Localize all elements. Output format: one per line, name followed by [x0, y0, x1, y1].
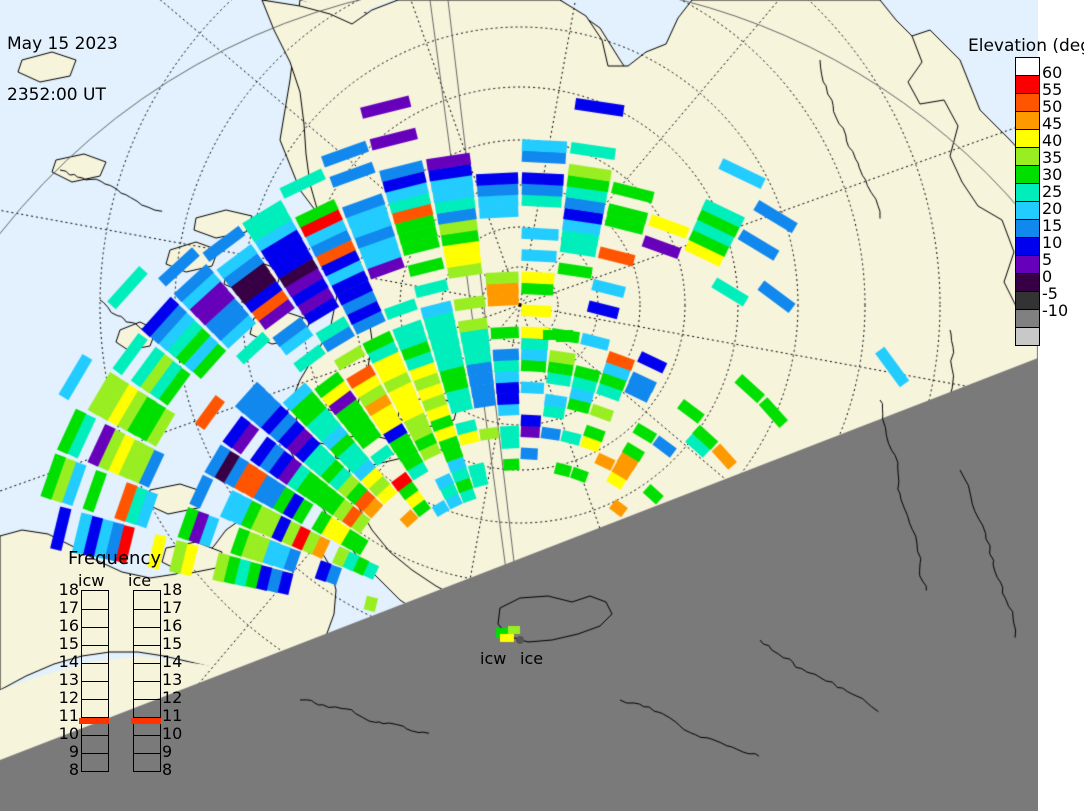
- elevation-band-6: [1016, 165, 1039, 183]
- frequency-gridline: [82, 663, 108, 664]
- frequency-tick-right-17: 17: [162, 598, 183, 617]
- elevation-band-11: [1016, 255, 1039, 273]
- frequency-tick-left-18: 18: [58, 580, 79, 599]
- elevation-tick-25: 25: [1042, 182, 1063, 201]
- frequency-gridline: [134, 699, 160, 700]
- elevation-tick-15: 15: [1042, 216, 1063, 235]
- elevation-band-15: [1016, 327, 1039, 345]
- frequency-bar-icw: [81, 590, 109, 772]
- frequency-tick-right-12: 12: [162, 688, 183, 707]
- elevation-band-12: [1016, 273, 1039, 291]
- elevation-band-7: [1016, 183, 1039, 201]
- frequency-gridline: [134, 717, 160, 718]
- frequency-gridline: [82, 609, 108, 610]
- frequency-tick-left-17: 17: [58, 598, 79, 617]
- site-label-icw: icw: [480, 649, 507, 668]
- elevation-band-14: [1016, 309, 1039, 327]
- elevation-band-1: [1016, 75, 1039, 93]
- frequency-gridline: [82, 627, 108, 628]
- elevation-band-4: [1016, 129, 1039, 147]
- frequency-tick-left-8: 8: [68, 760, 79, 779]
- frequency-marker-icw: [79, 718, 109, 725]
- frequency-gridline: [134, 645, 160, 646]
- frequency-marker-ice: [131, 718, 161, 725]
- frequency-tick-right-11: 11: [162, 706, 183, 725]
- frequency-tick-left-14: 14: [58, 652, 79, 671]
- frequency-tick-right-9: 9: [162, 742, 173, 761]
- elevation-legend-title: Elevation (deg): [968, 36, 1084, 56]
- frequency-tick-right-14: 14: [162, 652, 183, 671]
- elevation-band-5: [1016, 147, 1039, 165]
- elevation-tick-0: 0: [1042, 267, 1053, 286]
- frequency-tick-right-10: 10: [162, 724, 183, 743]
- elevation-band-3: [1016, 111, 1039, 129]
- frequency-tick-left-11: 11: [58, 706, 79, 725]
- elevation-tick-35: 35: [1042, 148, 1063, 167]
- frequency-tick-left-16: 16: [58, 616, 79, 635]
- frequency-gridline: [82, 699, 108, 700]
- frequency-tick-left-9: 9: [68, 742, 79, 761]
- site-label-ice: ice: [520, 649, 544, 668]
- elevation-band-9: [1016, 219, 1039, 237]
- frequency-gridline: [82, 717, 108, 718]
- frequency-tick-right-18: 18: [162, 580, 183, 599]
- elevation-tick-40: 40: [1042, 131, 1063, 150]
- elevation-colorbar: [1015, 57, 1040, 346]
- elevation-band-8: [1016, 201, 1039, 219]
- frequency-tick-right-8: 8: [162, 760, 173, 779]
- frequency-gridline: [134, 753, 160, 754]
- frequency-tick-right-13: 13: [162, 670, 183, 689]
- frequency-gridline: [134, 609, 160, 610]
- frequency-gridline: [134, 681, 160, 682]
- elevation-band-10: [1016, 237, 1039, 255]
- frequency-legend-title: Frequency: [68, 548, 161, 569]
- elevation-band-2: [1016, 93, 1039, 111]
- frequency-gridline: [82, 753, 108, 754]
- elevation-tick-5: 5: [1042, 250, 1053, 269]
- elevation-tick-45: 45: [1042, 114, 1063, 133]
- timestamp-block: May 15 2023 2352:00 UT: [7, 2, 118, 138]
- frequency-column-label-icw: icw: [78, 571, 105, 590]
- frequency-gridline: [82, 735, 108, 736]
- elevation-band-0: [1016, 58, 1039, 75]
- elevation-tick-30: 30: [1042, 165, 1063, 184]
- elevation-tick-20: 20: [1042, 199, 1063, 218]
- frequency-gridline: [82, 681, 108, 682]
- frequency-bar-ice: [133, 590, 161, 772]
- frequency-tick-left-10: 10: [58, 724, 79, 743]
- elevation-tick-neg5: -5: [1042, 284, 1058, 303]
- frequency-tick-right-16: 16: [162, 616, 183, 635]
- elevation-band-13: [1016, 291, 1039, 309]
- timestamp-time: 2352:00 UT: [7, 85, 106, 105]
- frequency-column-label-ice: ice: [128, 571, 152, 590]
- frequency-tick-left-15: 15: [58, 634, 79, 653]
- frequency-gridline: [134, 663, 160, 664]
- radar-site-marker: [516, 636, 524, 644]
- legend-panel-background: [1038, 0, 1084, 811]
- frequency-tick-left-12: 12: [58, 688, 79, 707]
- frequency-gridline: [82, 645, 108, 646]
- elevation-tick-50: 50: [1042, 97, 1063, 116]
- elevation-tick-10: 10: [1042, 233, 1063, 252]
- frequency-gridline: [134, 627, 160, 628]
- elevation-tick-neg10: -10: [1042, 301, 1069, 320]
- frequency-tick-left-13: 13: [58, 670, 79, 689]
- frequency-tick-right-15: 15: [162, 634, 183, 653]
- elevation-tick-60: 60: [1042, 63, 1063, 82]
- timestamp-date: May 15 2023: [7, 34, 118, 54]
- frequency-gridline: [134, 735, 160, 736]
- elevation-tick-55: 55: [1042, 80, 1063, 99]
